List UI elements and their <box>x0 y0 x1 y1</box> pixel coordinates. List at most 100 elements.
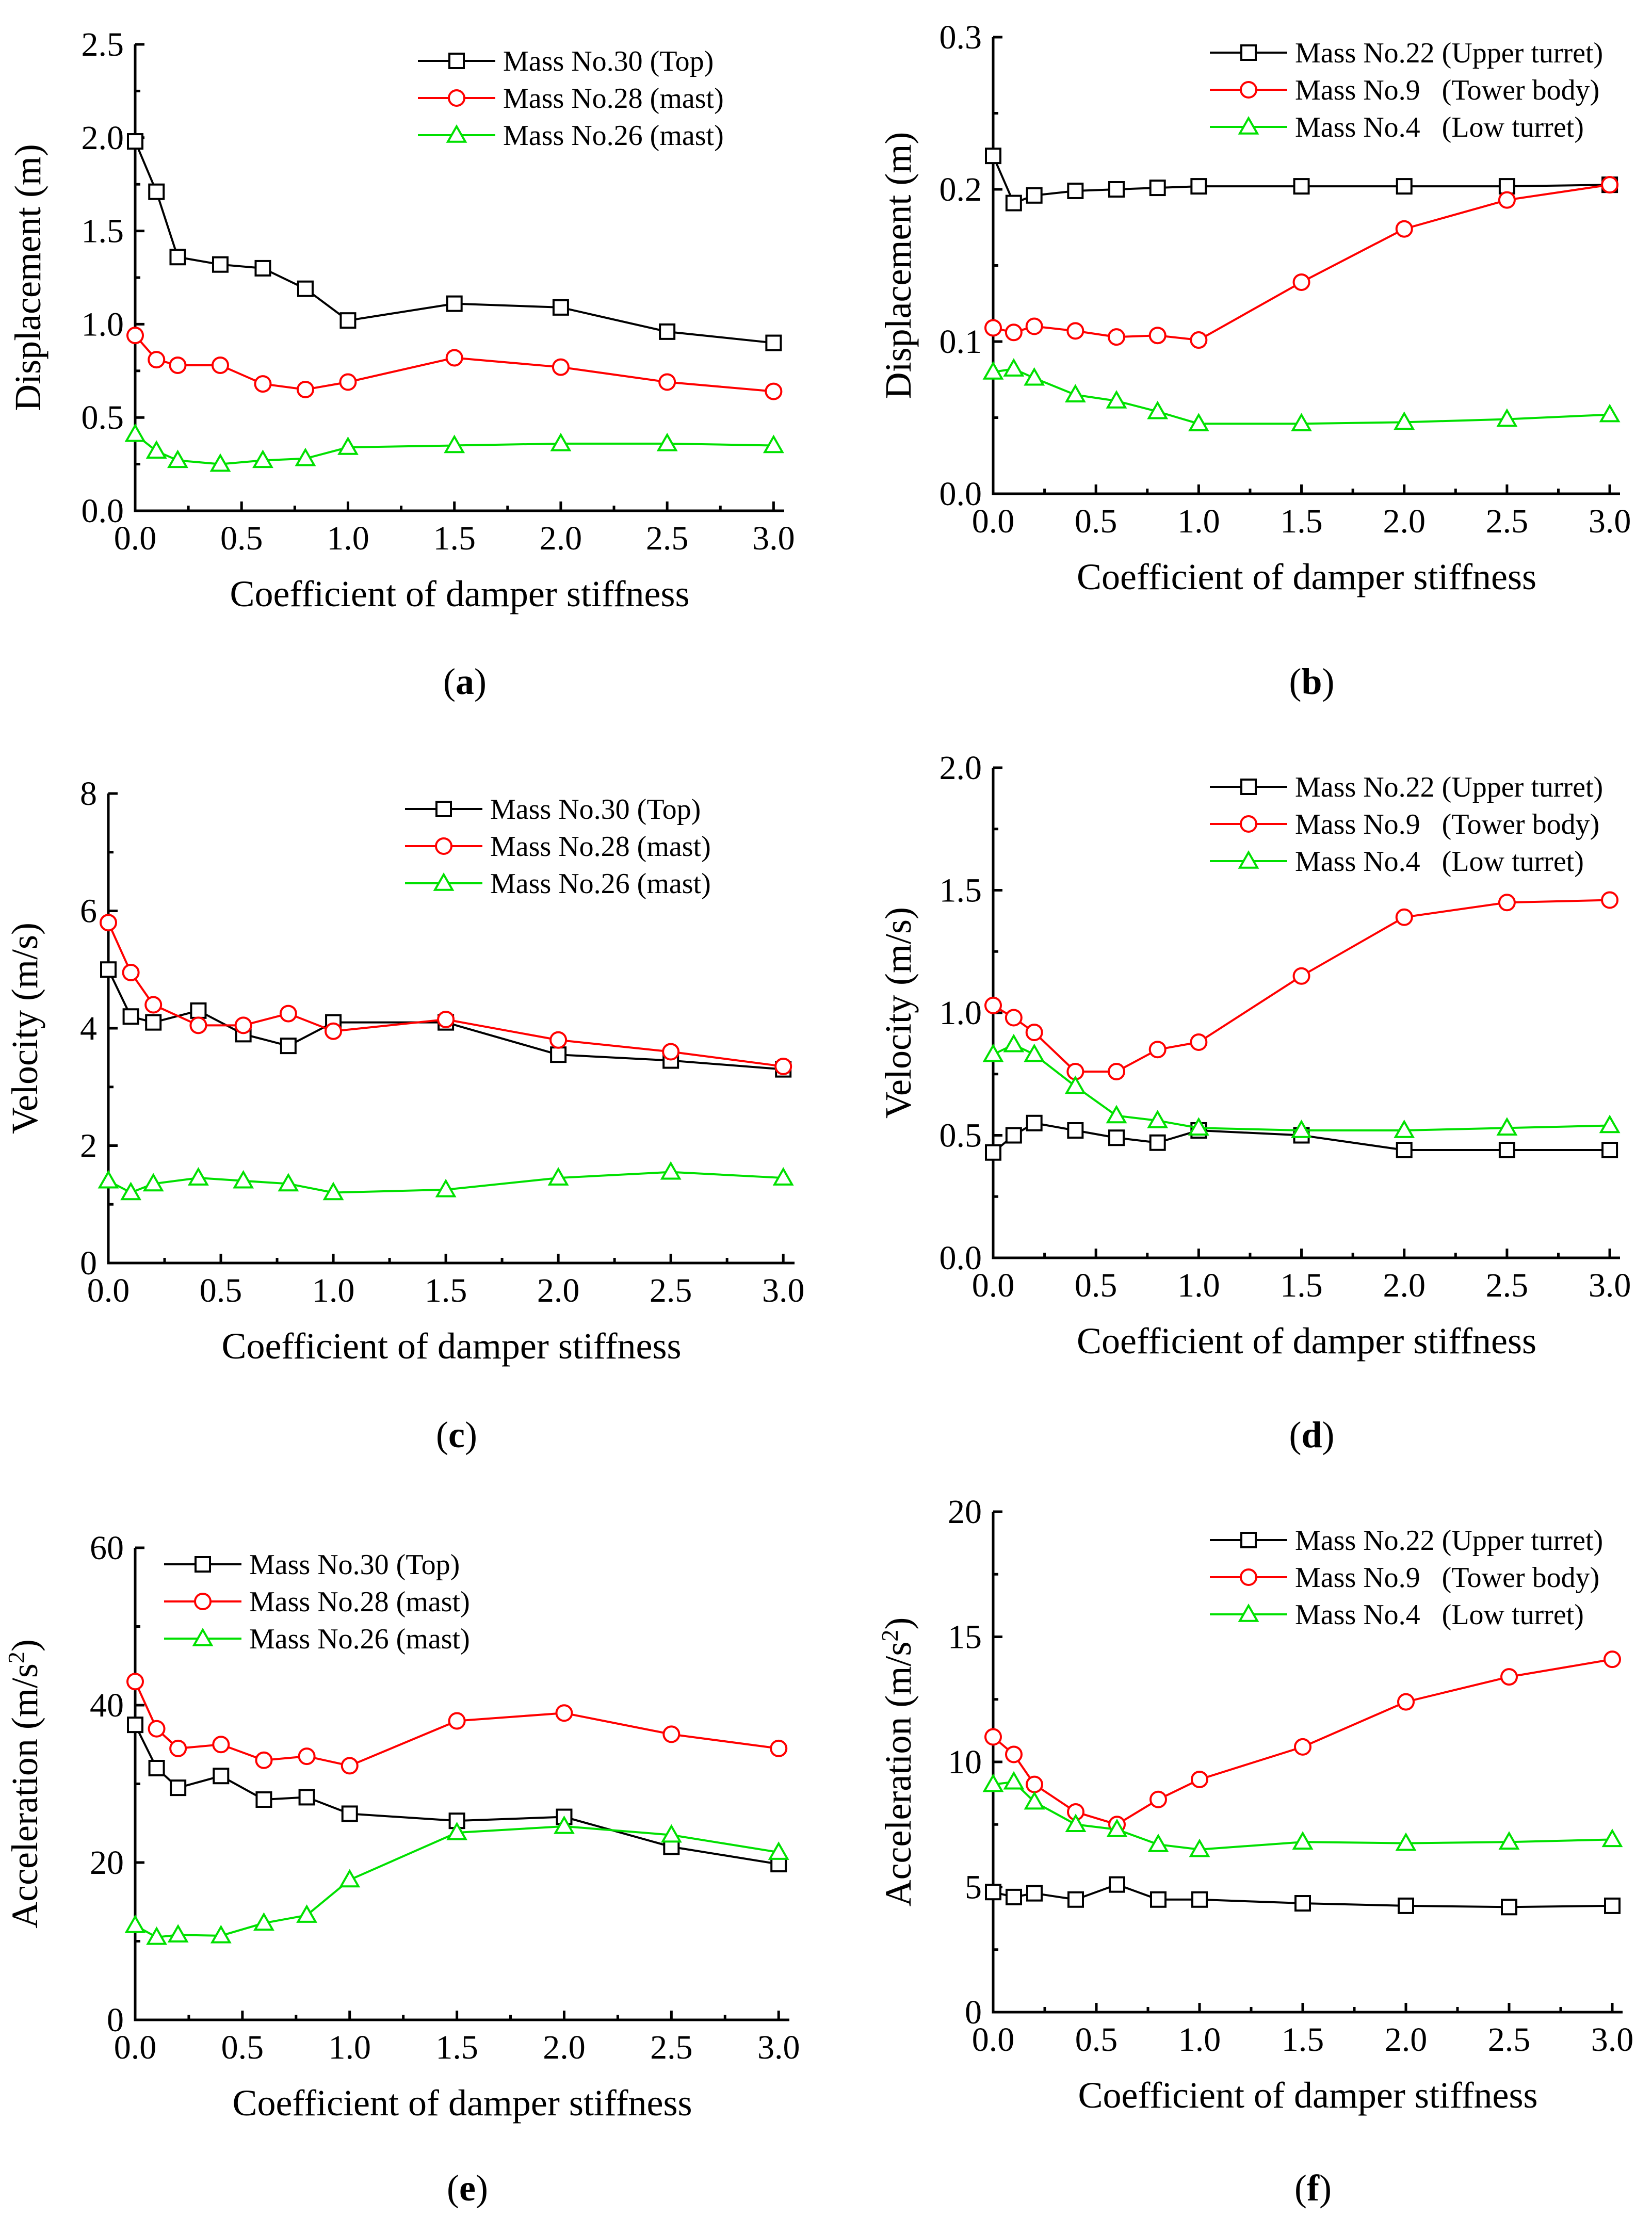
y-axis-title: Velocity (m/s) <box>878 907 919 1119</box>
data-point <box>982 1043 1004 1062</box>
data-point <box>1293 178 1310 195</box>
data-point <box>660 1161 682 1180</box>
data-point <box>1109 1876 1125 1893</box>
data-point <box>435 1178 457 1197</box>
x-tick-label: 1.0 <box>1177 503 1220 540</box>
data-point <box>1064 384 1086 402</box>
data-point <box>279 1005 297 1023</box>
data-point <box>984 996 1002 1014</box>
data-point <box>446 295 463 312</box>
x-tick-label: 2.5 <box>1488 2021 1531 2059</box>
series-1 <box>126 327 783 400</box>
legend-label: Mass No.26 (mast) <box>503 120 724 152</box>
data-point <box>982 361 1004 380</box>
y-tick-label: 8 <box>80 775 97 813</box>
data-point <box>1190 178 1207 195</box>
data-point <box>210 1924 232 1944</box>
x-tick-label: 3.0 <box>762 1272 805 1309</box>
data-point <box>341 1805 358 1822</box>
data-point <box>660 1824 682 1843</box>
legend-marker <box>1238 1603 1259 1622</box>
y-tick-label: 6 <box>80 893 97 930</box>
chart-b: 0.0 0.5 1.0 1.5 2.0 2.5 3.0 0.0 0.1 0.2 0.3 Coeffic… <box>878 19 1631 702</box>
series-line <box>135 1825 779 1938</box>
data-point <box>1067 1891 1084 1908</box>
data-point <box>1604 1897 1621 1914</box>
x-tick-label: 1.0 <box>328 2029 371 2066</box>
y-tick-label: 20 <box>90 1844 124 1882</box>
data-point <box>552 358 570 376</box>
data-point <box>1601 891 1619 909</box>
x-tick-label: 2.5 <box>650 2029 693 2066</box>
series-0 <box>985 1876 1621 1916</box>
x-axis-title: Coefficient of damper stiffness <box>221 1325 681 1367</box>
data-point <box>296 380 314 398</box>
data-point <box>554 1815 575 1834</box>
series-line <box>993 1043 1610 1131</box>
series-1 <box>126 1673 788 1775</box>
series-1 <box>984 891 1619 1080</box>
series-2 <box>982 1771 1623 1857</box>
x-axis-title: Coefficient of damper stiffness <box>1078 2075 1537 2116</box>
y-tick-label: 0.0 <box>940 1239 982 1277</box>
series-line <box>134 141 774 344</box>
data-point <box>1398 1897 1414 1914</box>
data-point <box>984 319 1002 337</box>
legend-marker <box>448 53 465 69</box>
y-tick-label: 0 <box>80 1244 97 1282</box>
x-tick-label: 2.0 <box>1385 2021 1428 2059</box>
x-tick-label: 1.5 <box>1280 503 1323 540</box>
x-tick-label: 2.0 <box>540 520 582 557</box>
x-tick-label: 2.5 <box>646 520 689 557</box>
data-point <box>765 334 782 351</box>
data-point <box>1396 178 1413 195</box>
data-point <box>233 1170 254 1189</box>
x-tick-label: 1.5 <box>1282 2021 1324 2059</box>
data-point <box>1291 1119 1312 1138</box>
data-point <box>1148 327 1167 345</box>
data-point <box>549 1031 568 1049</box>
data-point <box>1188 413 1209 432</box>
y-tick-label: 0.1 <box>940 323 982 361</box>
data-point <box>1498 894 1516 912</box>
data-point <box>550 1046 567 1063</box>
series-2 <box>982 358 1621 432</box>
x-axis-title: Coefficient of damper stiffness <box>1077 556 1536 597</box>
legend-label: Mass No.9 (Tower body) <box>1295 1562 1599 1594</box>
legend-label: Mass No.4 (Low turret) <box>1295 111 1584 143</box>
data-point <box>124 423 146 442</box>
y-tick-label: 10 <box>948 1743 982 1781</box>
data-point <box>1148 1041 1167 1059</box>
legend-label: Mass No.26 (mast) <box>490 868 711 900</box>
data-point <box>1005 1127 1022 1144</box>
data-point <box>763 434 784 454</box>
data-point <box>255 1751 273 1769</box>
data-point <box>1601 1828 1623 1848</box>
series-line <box>107 922 784 1067</box>
data-point <box>339 312 357 329</box>
y-tick-label: 5 <box>965 1869 982 1906</box>
data-point <box>1003 1033 1025 1053</box>
data-point <box>252 449 273 468</box>
series-line <box>993 184 1610 342</box>
x-tick-label: 0.0 <box>114 520 157 557</box>
x-tick-label: 2.5 <box>1486 1267 1529 1304</box>
data-point <box>1005 195 1022 212</box>
series-1 <box>100 914 792 1075</box>
data-point <box>1395 220 1413 238</box>
data-point <box>337 436 359 455</box>
y-tick-label: 4 <box>80 1010 97 1047</box>
data-point <box>122 1008 139 1025</box>
data-point <box>1190 331 1208 349</box>
data-point <box>146 1926 168 1945</box>
data-point <box>1395 1832 1417 1851</box>
data-point <box>1191 1770 1208 1788</box>
data-point <box>1190 1033 1208 1051</box>
data-point <box>1292 273 1310 291</box>
data-point <box>984 1728 1002 1746</box>
data-point <box>278 1173 299 1192</box>
chart-d: 0.0 0.5 1.0 1.5 2.0 2.5 3.0 0.0 0.5 1.0 1.5 2.0 Coef… <box>878 749 1631 1455</box>
chart-e: 0.0 0.5 1.0 1.5 2.0 2.5 3.0 0 20 40 60 Coefficient … <box>3 1529 800 2209</box>
data-point <box>1191 1891 1208 1908</box>
data-point <box>100 961 117 978</box>
